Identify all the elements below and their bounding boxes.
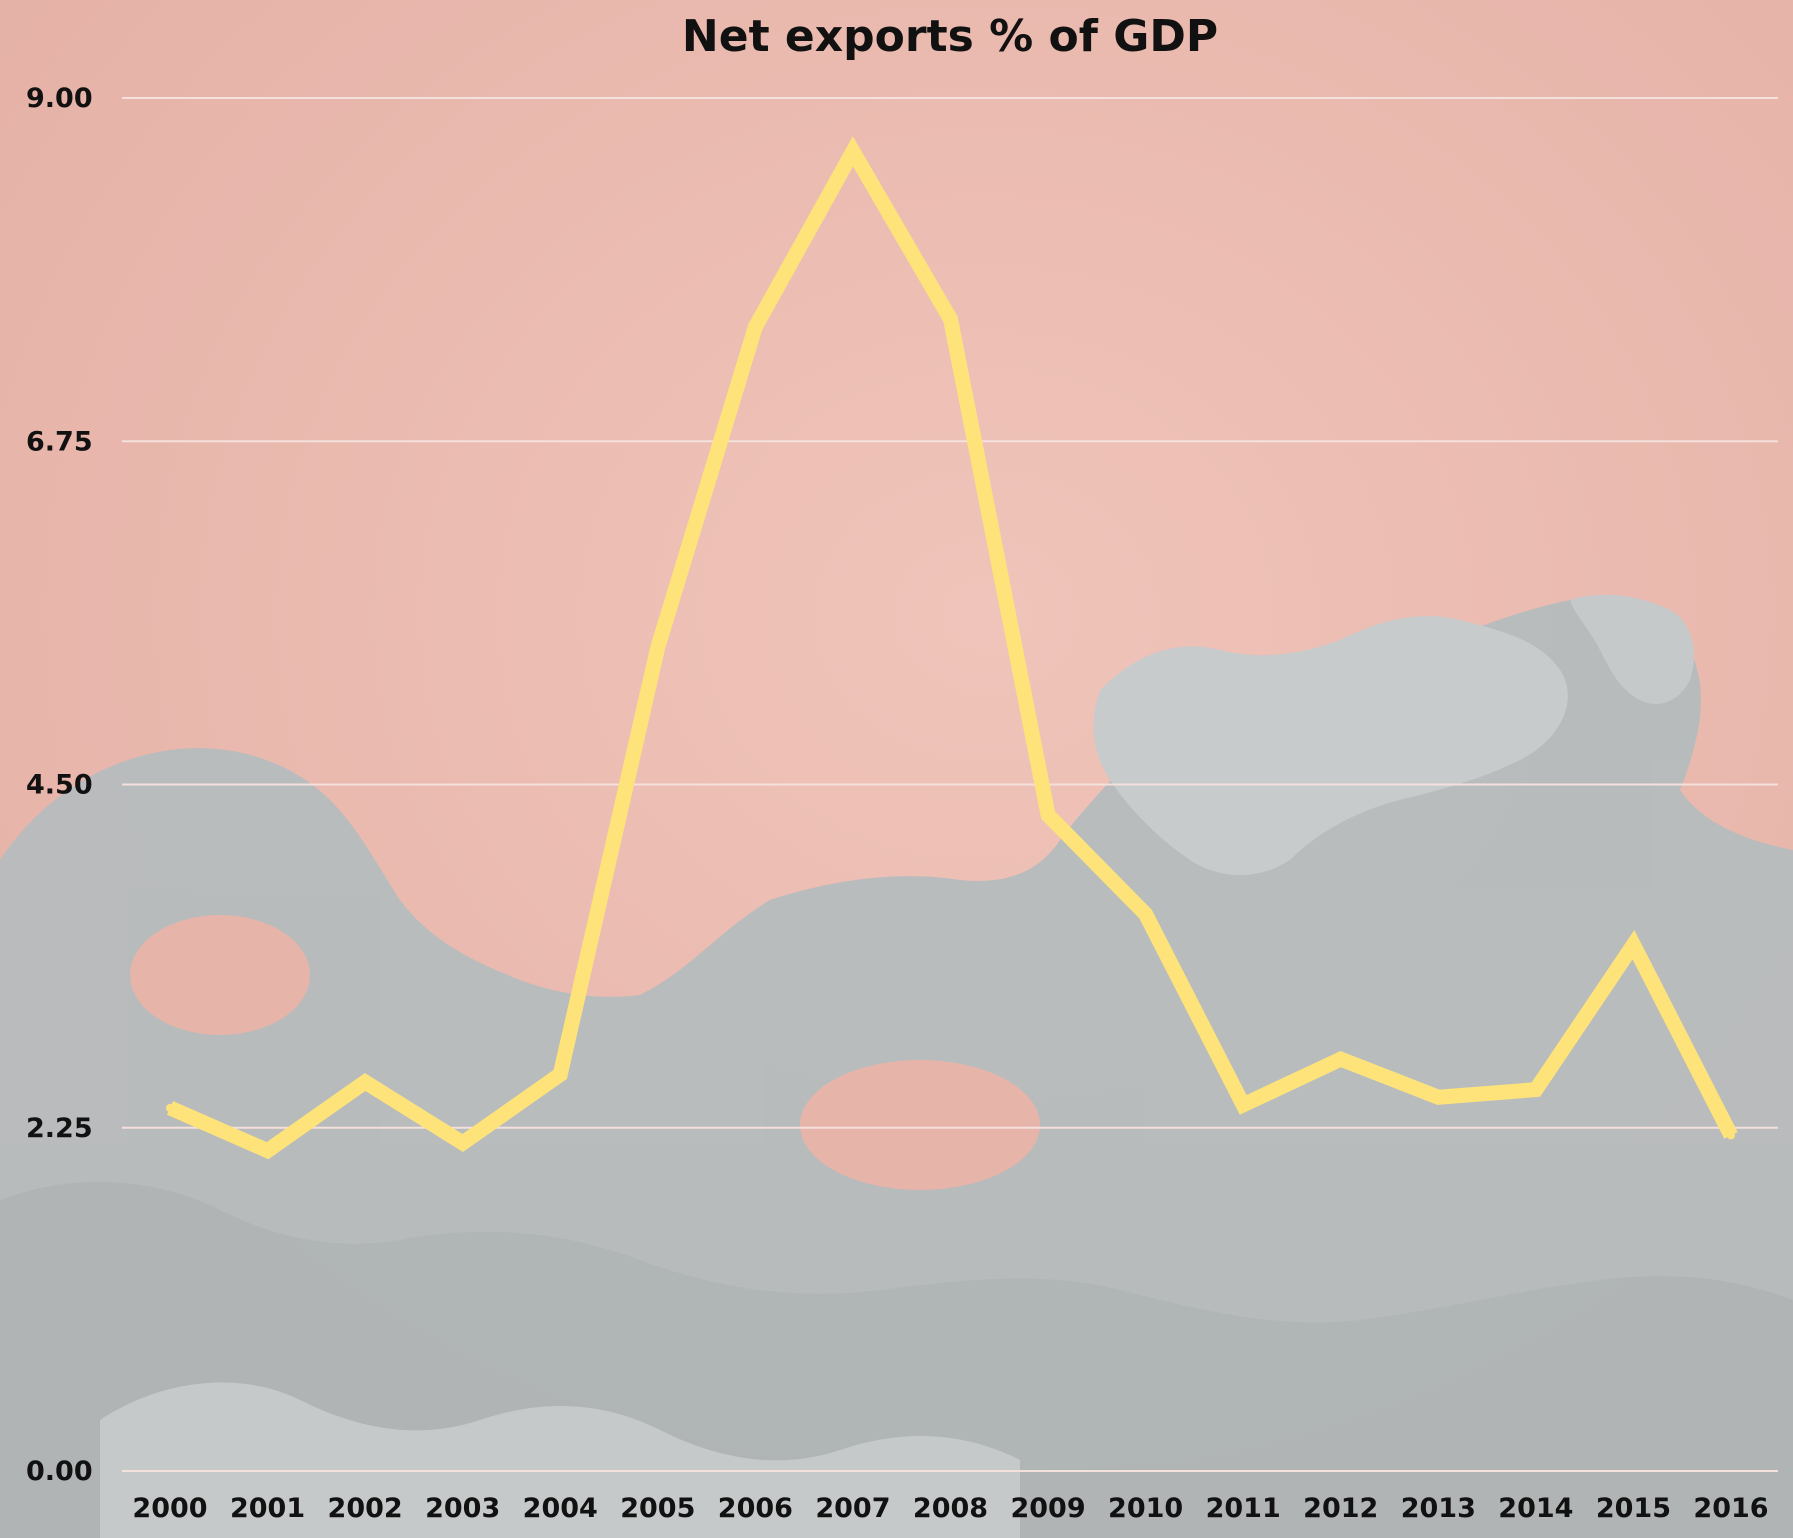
- x-tick-label: 2008: [913, 1493, 988, 1524]
- data-point: [1629, 940, 1638, 949]
- y-tick-label: 2.25: [26, 1113, 93, 1144]
- x-tick-label: 2003: [425, 1493, 500, 1524]
- data-point: [361, 1077, 370, 1086]
- x-tick-label: 2011: [1206, 1493, 1281, 1524]
- x-tick-label: 2007: [815, 1493, 890, 1524]
- y-tick-label: 0.00: [26, 1456, 93, 1487]
- x-tick-label: 2006: [718, 1493, 793, 1524]
- data-point: [848, 147, 857, 156]
- data-point: [1141, 910, 1150, 919]
- data-point: [556, 1070, 565, 1079]
- data-point: [946, 315, 955, 324]
- gridlines: [122, 97, 1778, 1472]
- data-point: [263, 1146, 272, 1155]
- dragon-background-illustration: [0, 594, 1793, 1538]
- x-tick-label: 2010: [1108, 1493, 1183, 1524]
- data-point: [751, 322, 760, 331]
- y-tick-label: 9.00: [26, 83, 93, 114]
- x-tick-label: 2009: [1010, 1493, 1085, 1524]
- data-point: [1434, 1093, 1443, 1102]
- data-point: [1044, 811, 1053, 820]
- x-tick-label: 2004: [523, 1493, 598, 1524]
- data-point: [1239, 1100, 1248, 1109]
- x-tick-label: 2016: [1693, 1493, 1768, 1524]
- data-point: [458, 1139, 467, 1148]
- x-tick-label: 2002: [328, 1493, 403, 1524]
- data-point: [1727, 1131, 1735, 1140]
- data-point: [1336, 1055, 1345, 1064]
- x-tick-label: 2005: [620, 1493, 695, 1524]
- data-point: [653, 643, 662, 652]
- x-tick-label: 2001: [230, 1493, 305, 1524]
- data-point: [1531, 1085, 1540, 1094]
- data-points: [166, 147, 1735, 1155]
- chart-title: Net exports % of GDP: [682, 11, 1218, 62]
- y-tick-label: 4.50: [26, 770, 93, 801]
- x-tick-label: 2013: [1401, 1493, 1476, 1524]
- x-axis-ticks: 2000 2001 2002 2003 2004 2005 2006 2007 2008 2009…: [132, 1493, 1768, 1524]
- x-tick-label: 2000: [132, 1493, 207, 1524]
- x-tick-label: 2012: [1303, 1493, 1378, 1524]
- x-tick-label: 2014: [1498, 1493, 1573, 1524]
- x-tick-label: 2015: [1596, 1493, 1671, 1524]
- data-point: [166, 1103, 174, 1112]
- y-tick-label: 6.75: [26, 426, 93, 457]
- y-axis-ticks: 0.00 2.25 4.50 6.75 9.00: [26, 83, 93, 1487]
